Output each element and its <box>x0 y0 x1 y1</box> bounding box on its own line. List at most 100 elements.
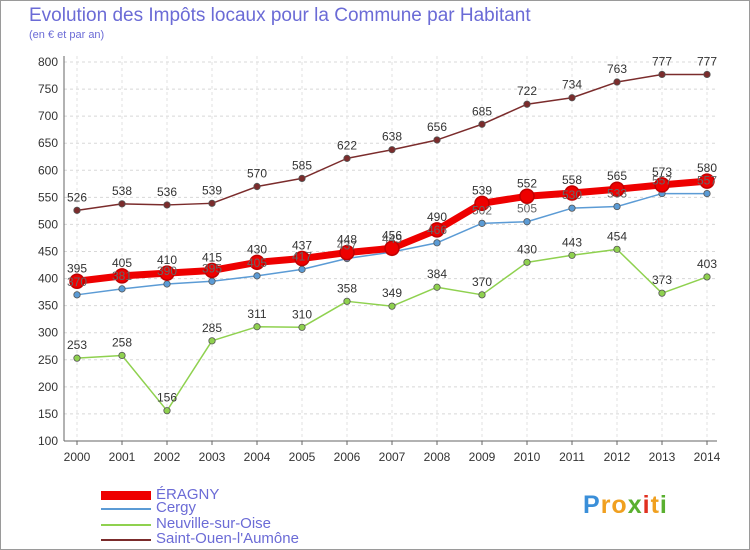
data-point-saint-ouen-l-aumone <box>73 206 81 214</box>
data-label-cergy: 557 <box>652 174 672 188</box>
y-tick-label: 750 <box>38 82 58 96</box>
data-point-saint-ouen-l-aumone <box>388 146 396 154</box>
data-point-saint-ouen-l-aumone <box>253 182 261 191</box>
data-point-cergy <box>523 218 531 226</box>
data-label-eragny: 539 <box>472 183 492 197</box>
data-point-saint-ouen-l-aumone <box>478 120 486 128</box>
data-point-eragny <box>384 240 400 257</box>
data-point-eragny <box>69 273 85 290</box>
data-point-neuville-sur-oise <box>298 323 306 331</box>
y-tick-label: 250 <box>38 353 58 367</box>
data-label-eragny: 410 <box>157 253 177 267</box>
x-tick-label: 2007 <box>379 450 406 464</box>
data-point-saint-ouen-l-aumone <box>163 201 171 209</box>
data-label-neuville-sur-oise: 370 <box>472 275 492 289</box>
data-label-saint-ouen-l-aumone: 570 <box>247 167 267 181</box>
y-tick-label: 300 <box>38 326 58 340</box>
y-tick-label: 550 <box>38 190 58 204</box>
data-label-eragny: 415 <box>202 250 222 264</box>
data-point-eragny <box>294 250 310 267</box>
x-tick-label: 2006 <box>334 450 361 464</box>
legend-label: ÉRAGNY <box>156 486 220 503</box>
legend-label: Saint-Ouen-l'Aumône <box>156 530 299 547</box>
data-point-eragny <box>339 244 355 261</box>
data-label-saint-ouen-l-aumone: 526 <box>67 190 87 204</box>
data-label-cergy: 530 <box>562 188 582 202</box>
data-point-saint-ouen-l-aumone <box>568 94 576 102</box>
data-label-cergy: 557 <box>697 174 717 188</box>
data-label-cergy: 502 <box>472 203 492 217</box>
data-point-eragny <box>654 177 670 193</box>
data-label-neuville-sur-oise: 373 <box>652 273 672 287</box>
data-label-saint-ouen-l-aumone: 536 <box>157 185 177 199</box>
x-tick-label: 2000 <box>64 450 91 464</box>
legend-swatch <box>101 524 151 526</box>
data-label-neuville-sur-oise: 358 <box>337 281 357 295</box>
data-point-cergy <box>253 272 261 280</box>
y-tick-label: 400 <box>38 272 58 286</box>
data-point-eragny <box>474 195 490 212</box>
x-tick-label: 2010 <box>514 450 541 464</box>
data-point-cergy <box>613 202 621 211</box>
data-label-neuville-sur-oise: 310 <box>292 307 312 321</box>
legend-label: Neuville-sur-Oise <box>156 515 272 532</box>
data-label-eragny: 430 <box>247 242 267 256</box>
x-tick-label: 2011 <box>559 450 585 464</box>
legend-swatch <box>101 491 151 500</box>
proxiti-logo: Proxiti <box>583 491 668 520</box>
y-tick-label: 200 <box>38 380 58 394</box>
data-point-saint-ouen-l-aumone <box>208 199 216 207</box>
legend-swatch <box>101 508 151 510</box>
x-tick-label: 2012 <box>604 450 631 464</box>
x-tick-label: 2003 <box>199 450 226 464</box>
legend-swatch <box>101 539 151 541</box>
data-point-saint-ouen-l-aumone <box>523 100 531 108</box>
data-label-cergy: 466 <box>427 223 447 237</box>
data-point-cergy <box>73 291 81 299</box>
x-tick-label: 2001 <box>109 450 136 464</box>
data-label-cergy: 381 <box>112 269 132 283</box>
data-point-cergy <box>433 239 441 247</box>
data-point-eragny <box>429 222 445 238</box>
data-label-neuville-sur-oise: 443 <box>562 235 582 249</box>
data-point-saint-ouen-l-aumone <box>343 154 351 162</box>
data-point-saint-ouen-l-aumone <box>433 136 441 144</box>
data-label-saint-ouen-l-aumone: 538 <box>112 184 132 198</box>
data-label-eragny: 558 <box>562 173 582 187</box>
data-label-saint-ouen-l-aumone: 777 <box>697 54 717 68</box>
data-label-neuville-sur-oise: 454 <box>607 229 627 243</box>
data-label-saint-ouen-l-aumone: 622 <box>337 138 357 152</box>
data-point-cergy <box>568 204 576 212</box>
logo-letter: t <box>650 491 660 519</box>
data-label-eragny: 490 <box>427 210 447 224</box>
data-label-eragny: 565 <box>607 169 627 183</box>
data-label-cergy: 405 <box>247 256 267 270</box>
data-point-saint-ouen-l-aumone <box>298 174 306 183</box>
x-tick-label: 2005 <box>289 450 316 464</box>
x-tick-label: 2004 <box>244 450 271 464</box>
data-label-cergy: 505 <box>517 202 537 216</box>
data-point-eragny <box>609 181 625 197</box>
data-point-eragny <box>699 173 715 189</box>
data-point-eragny <box>519 188 535 205</box>
y-tick-label: 100 <box>38 434 58 448</box>
data-point-neuville-sur-oise <box>163 407 171 415</box>
y-tick-label: 150 <box>38 407 58 421</box>
data-point-neuville-sur-oise <box>613 245 621 253</box>
data-point-neuville-sur-oise <box>703 273 711 281</box>
data-label-cergy: 533 <box>607 187 627 201</box>
data-point-neuville-sur-oise <box>568 251 576 259</box>
logo-letter: x <box>627 491 643 519</box>
data-label-neuville-sur-oise: 349 <box>382 286 402 300</box>
data-label-eragny: 448 <box>337 233 357 247</box>
data-point-cergy <box>703 189 711 198</box>
data-label-saint-ouen-l-aumone: 585 <box>292 158 312 172</box>
data-label-cergy: 395 <box>202 261 222 275</box>
data-label-eragny: 456 <box>382 228 402 242</box>
y-tick-label: 800 <box>38 55 58 69</box>
legend-label: Cergy <box>156 499 197 516</box>
logo-letter: P <box>583 491 601 519</box>
data-point-cergy <box>163 280 171 288</box>
data-label-eragny: 573 <box>652 165 672 179</box>
data-point-saint-ouen-l-aumone <box>118 200 126 208</box>
